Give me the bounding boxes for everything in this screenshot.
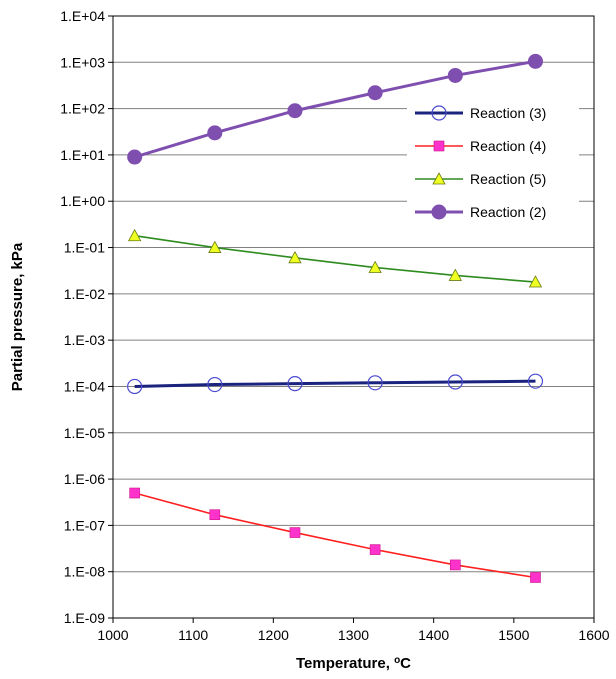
x-axis-title-unit-sup: o bbox=[394, 655, 400, 666]
series-line bbox=[134, 234, 536, 283]
x-tick-label: 1200 bbox=[258, 627, 289, 643]
y-tick-label: 1.E-02 bbox=[64, 286, 105, 302]
data-point bbox=[450, 559, 461, 571]
x-axis-tick-labels: 1000 1100 1200 1300 1400 1500 1600 bbox=[97, 618, 610, 643]
x-tick-label: 1600 bbox=[578, 627, 609, 643]
data-point bbox=[289, 527, 301, 538]
data-point bbox=[127, 228, 142, 242]
legend-label: Reaction (2) bbox=[470, 204, 546, 220]
data-point bbox=[527, 373, 544, 389]
y-tick-label: 1.E-01 bbox=[64, 240, 105, 256]
y-tick-label: 1.E-06 bbox=[64, 471, 105, 487]
x-axis-title-unit: C bbox=[400, 655, 411, 672]
series-3 bbox=[127, 228, 543, 288]
y-tick-label: 1.E-03 bbox=[64, 332, 105, 348]
y-tick-label: 1.E-04 bbox=[64, 378, 105, 394]
y-axis-tick-labels: 1.E-09 1.E-08 1.E-07 1.E-06 1.E-05 1.E-04 1.E-… bbox=[60, 8, 113, 626]
series-2 bbox=[129, 487, 541, 583]
y-tick-label: 1.E+04 bbox=[60, 8, 105, 24]
series-line bbox=[134, 379, 536, 388]
x-tick-label: 1100 bbox=[178, 627, 208, 643]
y-tick-label: 1.E+03 bbox=[60, 54, 105, 70]
y-tick-label: 1.E+00 bbox=[60, 193, 105, 209]
series-line bbox=[134, 492, 536, 579]
y-tick-label: 1.E-07 bbox=[64, 517, 105, 533]
data-point bbox=[448, 268, 462, 281]
series-group bbox=[127, 53, 544, 583]
legend-label: Reaction (4) bbox=[470, 138, 546, 154]
y-axis-title: Partial pressure, kPa bbox=[9, 242, 26, 391]
y-tick-label: 1.E-05 bbox=[64, 425, 105, 441]
data-point bbox=[368, 260, 382, 273]
data-point bbox=[209, 509, 221, 521]
legend: Reaction (3) Reaction (4) Reaction (5) Reac… bbox=[407, 95, 579, 235]
data-point bbox=[527, 53, 543, 69]
data-point bbox=[129, 487, 140, 499]
series-4 bbox=[127, 53, 543, 165]
x-tick-label: 1500 bbox=[498, 627, 529, 643]
series-line bbox=[134, 59, 536, 159]
data-point bbox=[528, 275, 543, 288]
y-tick-label: 1.E-09 bbox=[64, 610, 105, 626]
legend-marker bbox=[433, 140, 445, 152]
x-axis-title: Temperature, oC bbox=[296, 655, 411, 673]
data-point bbox=[208, 240, 222, 253]
y-tick-label: 1.E+02 bbox=[60, 101, 105, 117]
data-point bbox=[447, 374, 463, 390]
x-axis-title-text: Temperature, bbox=[296, 655, 394, 672]
data-point bbox=[369, 544, 381, 555]
x-tick-label: 1000 bbox=[97, 627, 128, 643]
data-point bbox=[447, 67, 463, 83]
data-point bbox=[288, 250, 302, 264]
x-tick-label: 1300 bbox=[338, 627, 369, 643]
data-point bbox=[530, 572, 541, 583]
y-tick-label: 1.E+01 bbox=[60, 147, 105, 163]
series-1 bbox=[127, 373, 544, 395]
legend-marker bbox=[431, 105, 447, 121]
legend-label: Reaction (3) bbox=[470, 105, 546, 121]
data-point bbox=[287, 376, 303, 392]
legend-marker bbox=[432, 172, 446, 185]
y-tick-label: 1.E-08 bbox=[64, 564, 105, 580]
data-point bbox=[127, 149, 143, 165]
legend-label: Reaction (5) bbox=[470, 171, 546, 187]
data-point bbox=[367, 375, 383, 391]
data-point bbox=[287, 103, 303, 119]
x-tick-label: 1400 bbox=[418, 627, 449, 643]
data-point bbox=[367, 85, 383, 101]
data-point bbox=[127, 378, 143, 395]
data-point bbox=[207, 376, 223, 393]
data-point bbox=[207, 125, 223, 141]
legend-marker bbox=[431, 204, 447, 220]
